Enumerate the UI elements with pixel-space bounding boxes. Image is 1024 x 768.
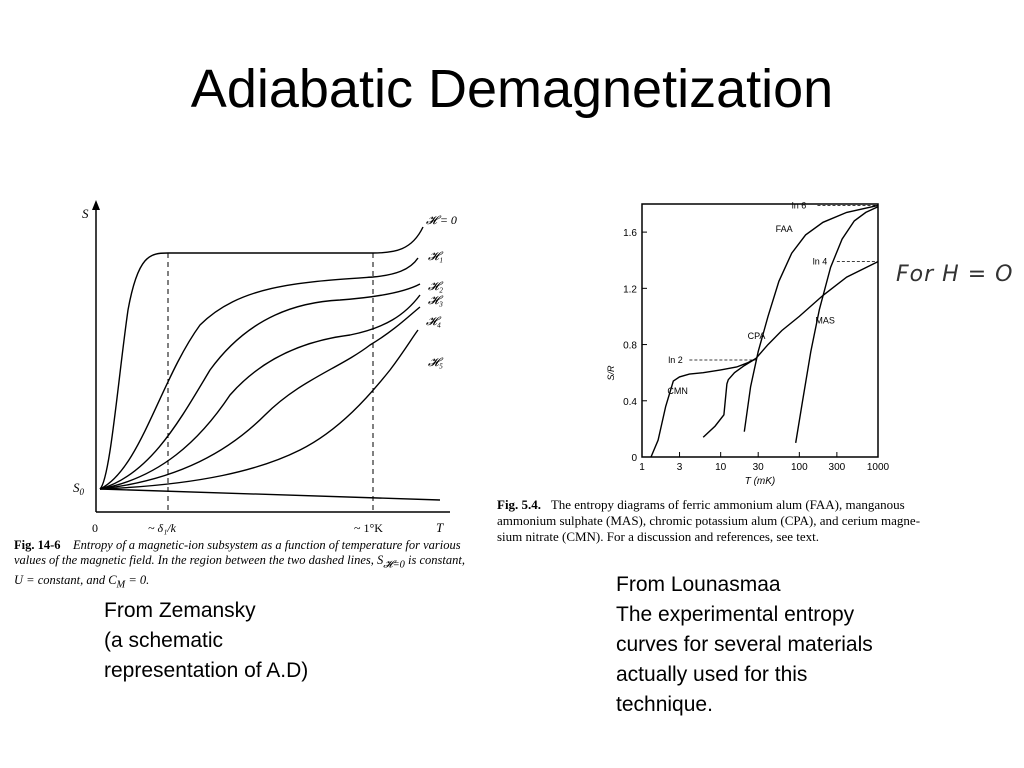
zemansky-entropy-chart: S S0 0 ~ δ₁/k ~ 1°K T 𝓗 = 0 𝓗₁ 𝓗₂ 𝓗₃ 𝓗₄ …: [73, 200, 457, 535]
series-line-cmn: [650, 357, 757, 458]
lounasmaa-slide-caption-line: From Lounasmaa: [616, 573, 781, 596]
series-line-faa: [743, 204, 879, 432]
lounasmaa-entropy-chart: 1 3 10 30 100 300 1000 0 0.4 0.8 1.2 1.6 T (mK) S/R l…: [606, 200, 890, 487]
y-axis-label: S/R: [606, 365, 616, 381]
series-label-h5: 𝓗₅: [428, 355, 444, 369]
curve-baseline: [99, 488, 441, 501]
curve-h5: [99, 329, 419, 490]
curve-h0: [99, 226, 424, 490]
y-origin-label: S0: [73, 480, 85, 497]
lounasmaa-slide-caption-line: The experimental entropy: [616, 603, 855, 626]
lounasmaa-slide-caption-line: curves for several materials: [616, 633, 873, 656]
lounasmaa-figure-number: Fig. 5.4.: [497, 497, 542, 512]
reference-label: ln 4: [813, 257, 828, 267]
reference-label: ln 6: [792, 200, 807, 210]
zemansky-slide-caption-line: (a schematic: [104, 629, 224, 652]
x-tick-label: 100: [791, 462, 808, 473]
x-origin-label: 0: [92, 521, 98, 535]
series-label-cpa: CPA: [748, 331, 766, 341]
series-label-h0: 𝓗 = 0: [426, 213, 457, 227]
x-axis-label: T (mK): [745, 476, 776, 487]
zemansky-caption-line-1: Entropy of a magnetic-ion subsystem as a…: [73, 538, 461, 552]
zemansky-caption-sub-2: M: [116, 579, 126, 590]
zemansky-slide-caption-line: From Zemansky: [104, 599, 256, 622]
lounasmaa-slide-caption-line: technique.: [616, 693, 713, 716]
series-label-mas: MAS: [815, 315, 835, 325]
zemansky-caption-line-4: = 0.: [125, 572, 150, 587]
x-tick-label: 30: [753, 462, 765, 473]
lounasmaa-slide-caption: From Lounasmaa The experimental entropy …: [616, 570, 873, 720]
series-line-mas: [795, 206, 879, 444]
series-line-cpa: [702, 260, 879, 438]
series-label-h1: 𝓗₁: [428, 249, 444, 263]
zemansky-figure-number: Fig. 14-6: [14, 538, 61, 552]
lounasmaa-caption-line-2: ammonium sulphate (MAS), chromic potassi…: [497, 513, 921, 528]
curve-h2: [99, 283, 421, 490]
zemansky-caption-line-3: U = constant, and C: [14, 572, 117, 587]
lounasmaa-caption-line-3: sium nitrate (CMN). For a discussion and…: [497, 529, 820, 544]
curve-h3: [99, 294, 421, 490]
y-tick-label: 0.8: [623, 341, 637, 352]
curve-h4: [99, 306, 421, 490]
series-label-cmn: CMN: [667, 386, 688, 396]
y-axis-label: S: [82, 206, 89, 221]
x-tick-label: 10: [715, 462, 727, 473]
y-tick-label: 1.6: [623, 228, 637, 239]
y-tick-label: 1.2: [623, 284, 637, 295]
lounasmaa-slide-caption-line: actually used for this: [616, 663, 808, 686]
zemansky-caption-tail: is constant,: [404, 553, 465, 567]
zemansky-slide-caption: From Zemansky (a schematic representatio…: [104, 596, 308, 686]
x-tick-label: 1: [639, 462, 645, 473]
handwritten-note: For H = O: [896, 262, 1014, 287]
reference-label: ln 2: [668, 355, 683, 365]
x-tick-label-low: ~ δ₁/k: [148, 521, 177, 535]
series-label-faa: FAA: [776, 224, 793, 234]
slide-title: Adiabatic Demagnetization: [190, 59, 834, 119]
zemansky-slide-caption-line: representation of A.D): [104, 659, 309, 682]
zemansky-figure-caption: Fig. 14-6 Entropy of a magnetic-ion subs…: [14, 538, 465, 592]
lounasmaa-figure-caption: Fig. 5.4. The entropy diagrams of ferric…: [497, 497, 920, 545]
y-axis-arrow: [92, 200, 100, 210]
y-tick-label: 0.4: [623, 397, 637, 408]
series-label-h2: 𝓗₂: [428, 279, 444, 293]
zemansky-caption-line-2: values of the magnetic field. In the reg…: [14, 553, 384, 567]
x-axis-label: T: [436, 520, 444, 535]
series-label-h4: 𝓗₄: [426, 314, 442, 328]
series-label-h3: 𝓗₃: [428, 293, 444, 307]
x-tick-label: 1000: [867, 462, 890, 473]
curve-h1: [99, 257, 419, 490]
zemansky-caption-sub-1: 𝓗=0: [383, 559, 405, 571]
x-tick-label: 300: [829, 462, 846, 473]
x-tick-label: 3: [677, 462, 683, 473]
lounasmaa-caption-line-1: The entropy diagrams of ferric ammonium …: [550, 497, 905, 512]
y-tick-label: 0: [631, 453, 637, 464]
plot-frame: [641, 203, 879, 458]
x-tick-label-high: ~ 1°K: [354, 521, 383, 535]
